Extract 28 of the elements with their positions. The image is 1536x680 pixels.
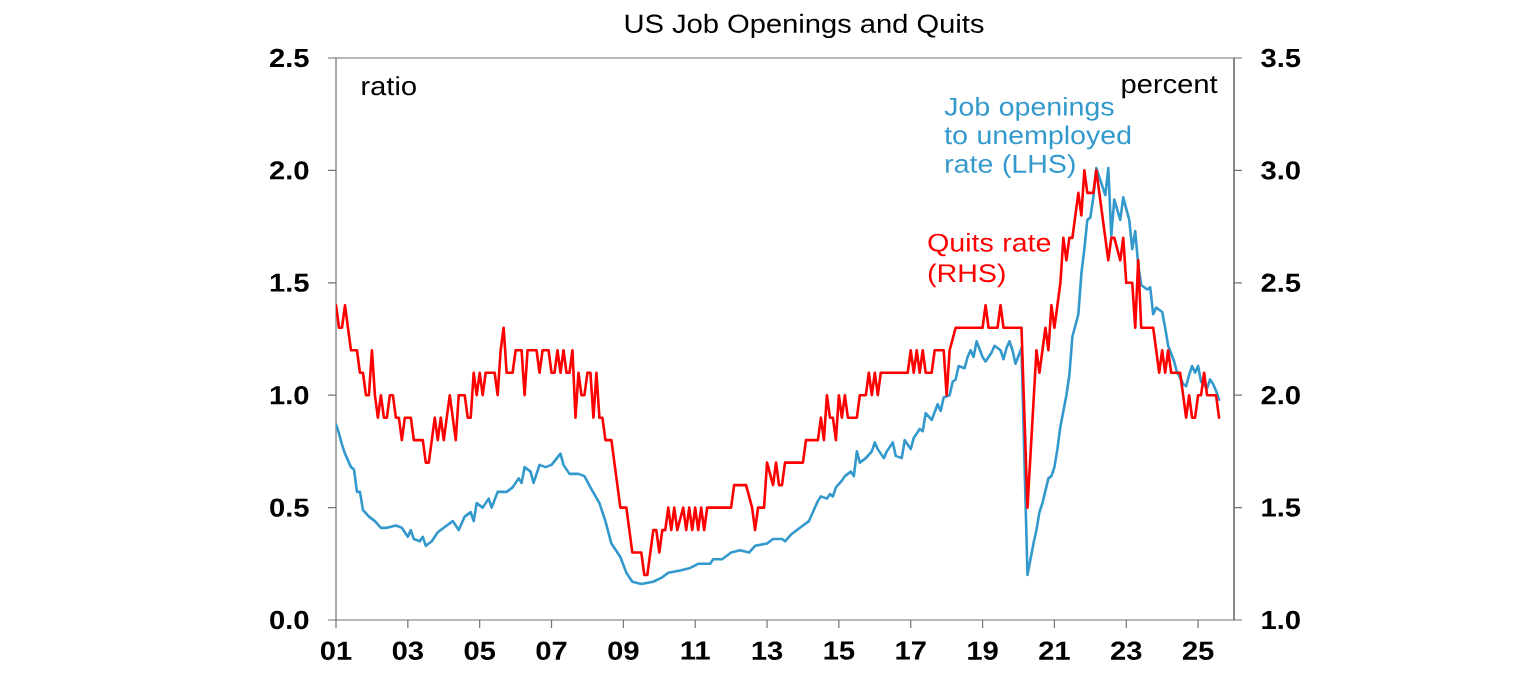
x-tick-label: 09 <box>608 641 639 660</box>
y-tick-label: 2.0 <box>270 161 309 180</box>
x-tick-label: 07 <box>536 641 567 660</box>
x-tick-label: 19 <box>968 641 998 660</box>
y-tick-label: 0.5 <box>270 498 309 517</box>
y-tick-label: 1.0 <box>270 385 309 405</box>
x-tick-label: 17 <box>896 641 926 660</box>
x-tick-label: 13 <box>752 641 783 660</box>
x-tick-label: 01 <box>320 641 352 660</box>
y-axis-title: ratio <box>362 76 416 96</box>
x-tick-label: 11 <box>681 641 710 660</box>
series-label: Quits rate (RHS) <box>928 232 1051 288</box>
y2-tick-label: 1.0 <box>1262 610 1300 630</box>
y2-tick-label: 3.5 <box>1261 48 1301 68</box>
y2-tick-label: 3.0 <box>1261 161 1300 180</box>
y-tick-label: 1.5 <box>270 273 309 292</box>
x-tick-label: 05 <box>464 641 496 660</box>
y-tick-label: 2.5 <box>270 48 309 68</box>
y2-tick-label: 2.0 <box>1261 385 1300 405</box>
x-tick-label: 23 <box>1111 641 1142 660</box>
x-tick-label: 03 <box>392 641 423 660</box>
x-tick-label: 25 <box>1182 641 1214 660</box>
x-tick-label: 15 <box>824 641 855 660</box>
y-tick-label: 0.0 <box>270 610 309 630</box>
y2-tick-label: 2.5 <box>1261 273 1301 292</box>
chart-title: US Job Openings and Quits <box>625 13 984 39</box>
y2-tick-label: 1.5 <box>1262 498 1301 517</box>
x-tick-label: 21 <box>1039 641 1070 660</box>
